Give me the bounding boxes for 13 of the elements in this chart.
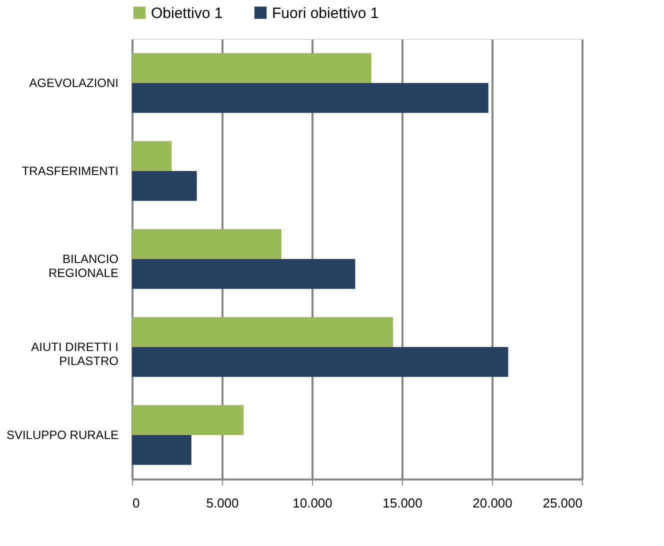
x-tick-label: 0 <box>132 496 140 510</box>
y-tick-label: TRASFERIMENTI <box>22 164 118 178</box>
x-tick-label: 25.000 <box>542 496 582 510</box>
y-tick-label: AIUTI DIRETTI I PILASTRO <box>31 340 118 368</box>
legend-label: Obiettivo 1 <box>151 4 223 22</box>
x-tick-label: 10.000 <box>292 496 332 510</box>
y-tick-label: AGEVOLAZIONI <box>29 76 118 90</box>
y-tick-label: SVILUPPO RURALE <box>6 428 118 442</box>
y-tick-label: BILANCIO REGIONALE <box>48 252 118 280</box>
x-tick-label: 15.000 <box>382 496 422 510</box>
x-tick-label: 5.000 <box>206 496 239 510</box>
legend-label: Fuori obiettivo 1 <box>272 4 379 22</box>
x-tick-label: 20.000 <box>472 496 512 510</box>
